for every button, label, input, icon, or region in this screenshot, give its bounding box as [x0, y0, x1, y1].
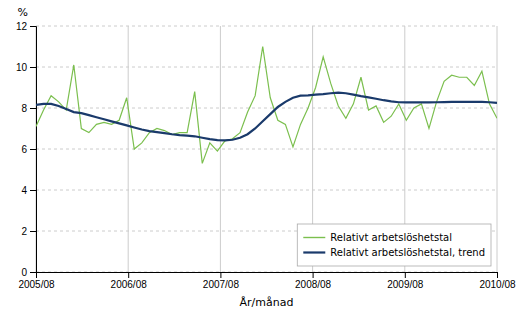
x-axis-title: År/månad — [240, 296, 294, 309]
tick-label: 2009/08 — [387, 279, 424, 290]
legend-label: Relativt arbetslöshetstal, trend — [330, 247, 485, 258]
tick-mark — [128, 272, 129, 278]
legend-item: Relativt arbetslöshetstal — [303, 232, 452, 243]
tick-label: 10 — [16, 62, 28, 73]
x-axis: 2005/08 2006/08 2007/08 2008/08 2009/08 2010/… — [18, 272, 516, 290]
y-axis-title: % — [18, 6, 28, 19]
legend-box — [297, 224, 491, 266]
tick: 0 — [21, 267, 36, 278]
tick-mark — [30, 26, 36, 27]
tick-mark — [220, 272, 221, 278]
tick-mark — [30, 149, 36, 150]
grid-line — [36, 26, 497, 27]
grid-line — [36, 108, 497, 109]
grid-line — [36, 67, 497, 68]
legend-swatch — [303, 237, 325, 238]
grid-line — [220, 26, 221, 272]
tick: 2007/08 — [203, 272, 240, 290]
grid-line — [36, 149, 497, 150]
y-axis: 0 2 4 6 8 10 12 — [16, 21, 37, 278]
tick-label: 2006/08 — [111, 279, 148, 290]
grid-line — [497, 26, 498, 272]
tick: 2 — [21, 226, 36, 237]
tick-mark — [30, 190, 36, 191]
tick-label: 12 — [16, 21, 28, 32]
legend-swatch — [303, 251, 325, 253]
line — [36, 47, 497, 164]
legend-item: Relativt arbetslöshetstal, trend — [303, 247, 485, 258]
tick-label: 2008/08 — [295, 279, 332, 290]
plot: 2005/08 2006/08 2007/08 2008/08 2009/08 2010/… — [16, 21, 516, 290]
axis-line — [37, 273, 498, 279]
tick-label: 2005/08 — [18, 279, 55, 290]
tick-label: 0 — [21, 267, 27, 278]
grid-line — [36, 190, 497, 191]
tick-mark — [405, 272, 406, 278]
tick-label: 4 — [21, 185, 27, 196]
tick-label: 8 — [21, 103, 27, 114]
tick-label: 2007/08 — [203, 279, 240, 290]
line — [36, 93, 497, 141]
tick: 2008/08 — [295, 272, 332, 290]
grid-line — [128, 26, 129, 272]
tick-mark — [30, 108, 36, 109]
tick: 8 — [21, 103, 36, 114]
grid — [36, 26, 497, 272]
tick-label: 2010/08 — [479, 279, 516, 290]
tick-label: 6 — [21, 144, 27, 155]
tick-mark — [313, 272, 314, 278]
tick: 12 — [16, 21, 36, 32]
chart: 2005/08 2006/08 2007/08 2008/08 2009/08 2010/… — [0, 0, 519, 312]
tick: 2006/08 — [111, 272, 148, 290]
tick: 2010/08 — [479, 272, 516, 290]
tick-mark — [497, 272, 498, 278]
tick-mark — [30, 272, 36, 273]
axis-line — [30, 27, 37, 273]
legend: Relativt arbetslöshetstal Relativt arbets… — [297, 224, 491, 266]
tick: 4 — [21, 185, 36, 196]
tick: 6 — [21, 144, 36, 155]
tick-label: 2 — [21, 226, 27, 237]
lines — [36, 47, 497, 164]
tick-mark — [30, 231, 36, 232]
tick: 2009/08 — [387, 272, 424, 290]
legend-label: Relativt arbetslöshetstal — [330, 232, 452, 243]
tick-mark — [30, 67, 36, 68]
tick: 10 — [16, 62, 36, 73]
